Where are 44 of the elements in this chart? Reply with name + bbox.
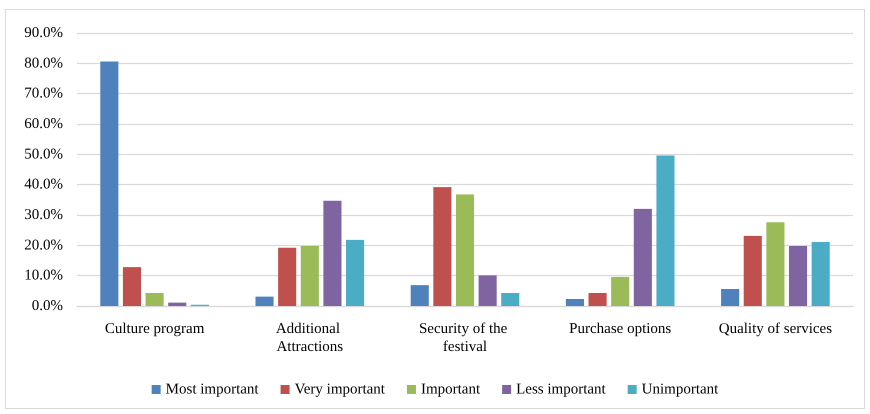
legend-label: Important [420, 382, 481, 398]
bar [278, 248, 296, 306]
y-tick-label: 40.0% [24, 176, 63, 193]
bar [346, 240, 364, 306]
y-tick-label: 70.0% [24, 86, 63, 102]
x-tick-label: Culture program [104, 321, 205, 337]
bar [456, 194, 474, 306]
y-tick-label: 50.0% [24, 146, 63, 162]
bar [122, 267, 142, 306]
bar [478, 275, 497, 306]
bar [433, 187, 452, 306]
bar [255, 296, 274, 306]
y-tick-label: 30.0% [24, 207, 63, 223]
legend-label: Unimportant [642, 382, 720, 398]
y-tick-label: 0.0% [32, 298, 63, 314]
bar [788, 246, 808, 306]
bar [766, 222, 784, 306]
bar [634, 208, 652, 306]
x-tick-label: Additional Attractions [276, 321, 344, 355]
y-tick-label: 20.0% [24, 237, 63, 254]
bar [611, 276, 630, 306]
bar [566, 299, 584, 306]
bar [168, 302, 186, 306]
x-tick-label: Quality of services [718, 321, 832, 337]
legend-label: Less important [516, 382, 607, 398]
bar [656, 156, 675, 306]
bar [100, 62, 118, 306]
bar [812, 242, 830, 306]
bar [323, 200, 342, 306]
y-tick-label: 60.0% [24, 116, 63, 132]
bar [410, 285, 429, 306]
legend-label: Most important [166, 382, 260, 398]
bar [501, 292, 520, 306]
bar [744, 236, 762, 306]
bar [300, 246, 319, 306]
legend-label: Very important [294, 382, 386, 398]
x-tick-label: Purchase options [569, 321, 672, 337]
y-tick-label: 90.0% [24, 25, 63, 41]
y-tick-label: 10.0% [24, 268, 63, 284]
bar [721, 289, 740, 306]
bar [588, 292, 607, 306]
bar [146, 292, 164, 306]
x-tick-label: Security of the festival [418, 321, 512, 355]
y-tick-label: 80.0% [24, 55, 63, 72]
